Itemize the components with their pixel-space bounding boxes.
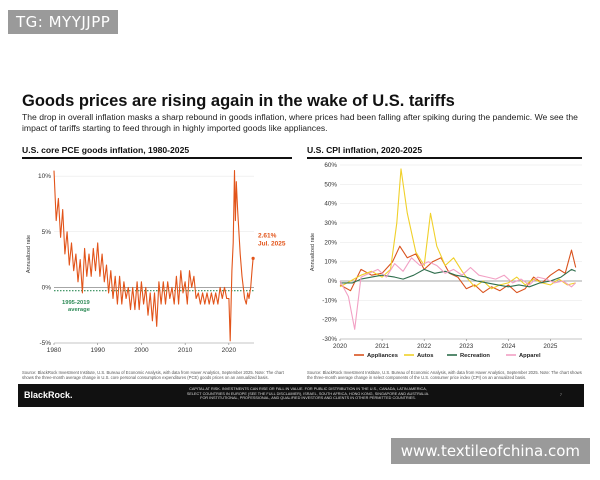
series-line-recreation	[340, 268, 576, 288]
y-tick-label: 30%	[324, 220, 337, 227]
x-tick-label: 2000	[134, 347, 149, 354]
left-chart: 10% 5% 0% -5%1980 1990 2000 2010 2020 Annualized…	[26, 170, 286, 354]
latest-date-label: Jul. 2025	[258, 240, 286, 247]
x-tick-label: 1990	[90, 347, 105, 354]
y-tick-label: 40%	[324, 201, 337, 208]
series-line-appliances	[339, 245, 577, 294]
y-tick-label: 50%	[324, 181, 337, 188]
legend-label-autos: Autos	[417, 353, 433, 359]
y-tick-label: -20%	[322, 317, 337, 324]
left-chart-rule	[22, 157, 292, 159]
x-tick-label: 2024	[501, 343, 516, 350]
y-tick-label: -30%	[322, 336, 337, 343]
series-line-core-pce-goods	[53, 170, 254, 342]
series-line-apparel	[339, 257, 577, 330]
watermark-bottom: www.textileofchina.com	[390, 438, 590, 464]
legend-label-apparel: Apparel	[519, 353, 541, 359]
legend-label-appliances: Appliances	[367, 353, 398, 359]
footer-bar: BlackRock. CAPITAL AT RISK. INVESTMENTS …	[18, 384, 584, 407]
x-tick-label: 2010	[178, 347, 193, 354]
x-tick-label: 2020	[333, 343, 348, 350]
right-chart-title: U.S. CPI inflation, 2020-2025	[307, 145, 423, 155]
slide-subtitle: The drop in overall inflation masks a sh…	[22, 112, 578, 133]
blackrock-logo: BlackRock.	[24, 390, 73, 400]
x-tick-label: 2022	[417, 343, 432, 350]
legend-label-recreation: Recreation	[460, 353, 490, 359]
y-tick-label: 60%	[324, 162, 337, 169]
y-tick-label: 10%	[324, 259, 337, 266]
average-label-years: 1995-2019	[62, 300, 90, 306]
y-tick-label: -5%	[39, 340, 51, 347]
slide: Goods prices are rising again in the wak…	[18, 88, 584, 410]
slide-title: Goods prices are rising again in the wak…	[22, 92, 455, 110]
y-tick-label: -10%	[322, 297, 337, 304]
y-tick-label: 0%	[42, 284, 52, 291]
footer-disclaimer: CAPITAL AT RISK. INVESTMENTS CAN RISE OR…	[186, 387, 430, 401]
right-chart-source: Source: BlackRock Investment Institute, …	[307, 370, 582, 381]
latest-point	[251, 256, 255, 260]
y-tick-label: 10%	[38, 173, 51, 180]
watermark-top: TG: MYYJJPP	[8, 10, 119, 34]
x-tick-label: 1980	[47, 347, 62, 354]
x-tick-label: 2025	[543, 343, 558, 350]
x-tick-label: 2021	[375, 343, 390, 350]
y-tick-label: 5%	[42, 229, 52, 236]
right-chart: 60% 50% 40% 30% 20% 10% 0% -10% -20% -30%2020 2021…	[310, 162, 582, 359]
y-axis-label: Annualized rate	[310, 233, 316, 271]
y-tick-label: 0%	[328, 278, 338, 285]
page-number: 7	[559, 393, 562, 397]
x-tick-label: 2023	[459, 343, 474, 350]
left-chart-title: U.S. core PCE goods inflation, 1980-2025	[22, 145, 190, 155]
latest-value-label: 2.61%	[258, 232, 277, 239]
left-chart-source: Source: BlackRock Investment Institute, …	[22, 370, 284, 381]
average-label-text: average	[68, 307, 91, 313]
y-tick-label: 20%	[324, 239, 337, 246]
x-tick-label: 2020	[222, 347, 237, 354]
y-axis-label: Annualized rate	[26, 235, 32, 273]
right-chart-rule	[307, 157, 582, 159]
